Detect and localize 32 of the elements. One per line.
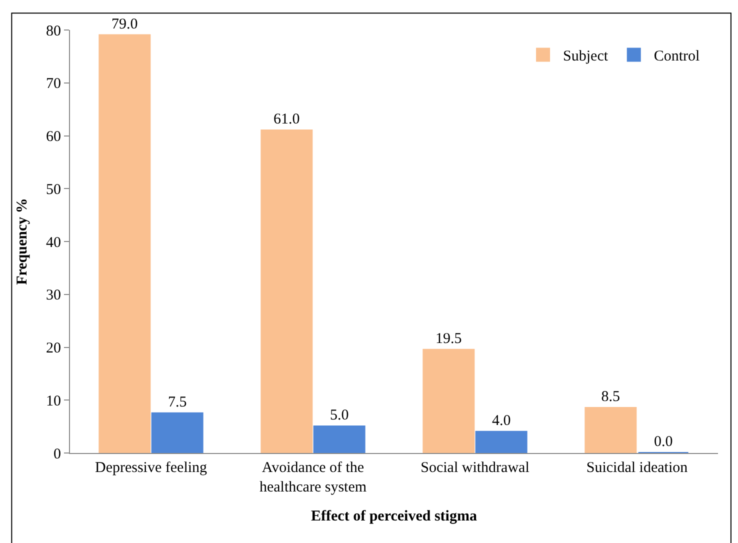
data-label: 79.0 (112, 16, 138, 32)
x-axis-title: Effect of perceived stigma (311, 508, 478, 524)
data-label: 4.0 (492, 412, 511, 429)
data-label: 61.0 (274, 111, 300, 128)
y-tick-label: 20 (46, 340, 61, 356)
data-label: 8.5 (601, 389, 620, 406)
x-tick-label: Depressive feeling (94, 460, 208, 476)
y-tick-label: 50 (46, 182, 61, 198)
bar (151, 412, 204, 453)
data-label: 19.5 (436, 330, 462, 347)
y-tick-label: 70 (46, 76, 61, 92)
y-tick-label: 40 (46, 234, 61, 251)
bar (313, 426, 366, 453)
y-tick-label: 10 (46, 393, 61, 410)
y-tick-label: 0 (54, 446, 61, 462)
x-tick-label: Social withdrawal (420, 460, 530, 476)
legend-label: Control (654, 48, 700, 65)
legend-label: Subject (563, 48, 609, 65)
bar (422, 348, 475, 453)
bar (260, 129, 313, 453)
x-tick-label: Avoidance of the healthcare system (259, 460, 367, 496)
y-tick-label: 80 (46, 23, 61, 40)
data-label: 7.5 (168, 394, 187, 410)
data-label: 5.0 (330, 408, 349, 424)
bar (98, 34, 151, 453)
y-axis-title: Frequency % (14, 198, 30, 285)
data-label: 0.0 (654, 434, 673, 450)
bar (475, 430, 528, 453)
bar (584, 407, 637, 453)
y-tick-label: 60 (46, 129, 61, 145)
y-tick-label: 30 (46, 288, 61, 304)
x-tick-label: Suicidal ideation (586, 460, 688, 476)
